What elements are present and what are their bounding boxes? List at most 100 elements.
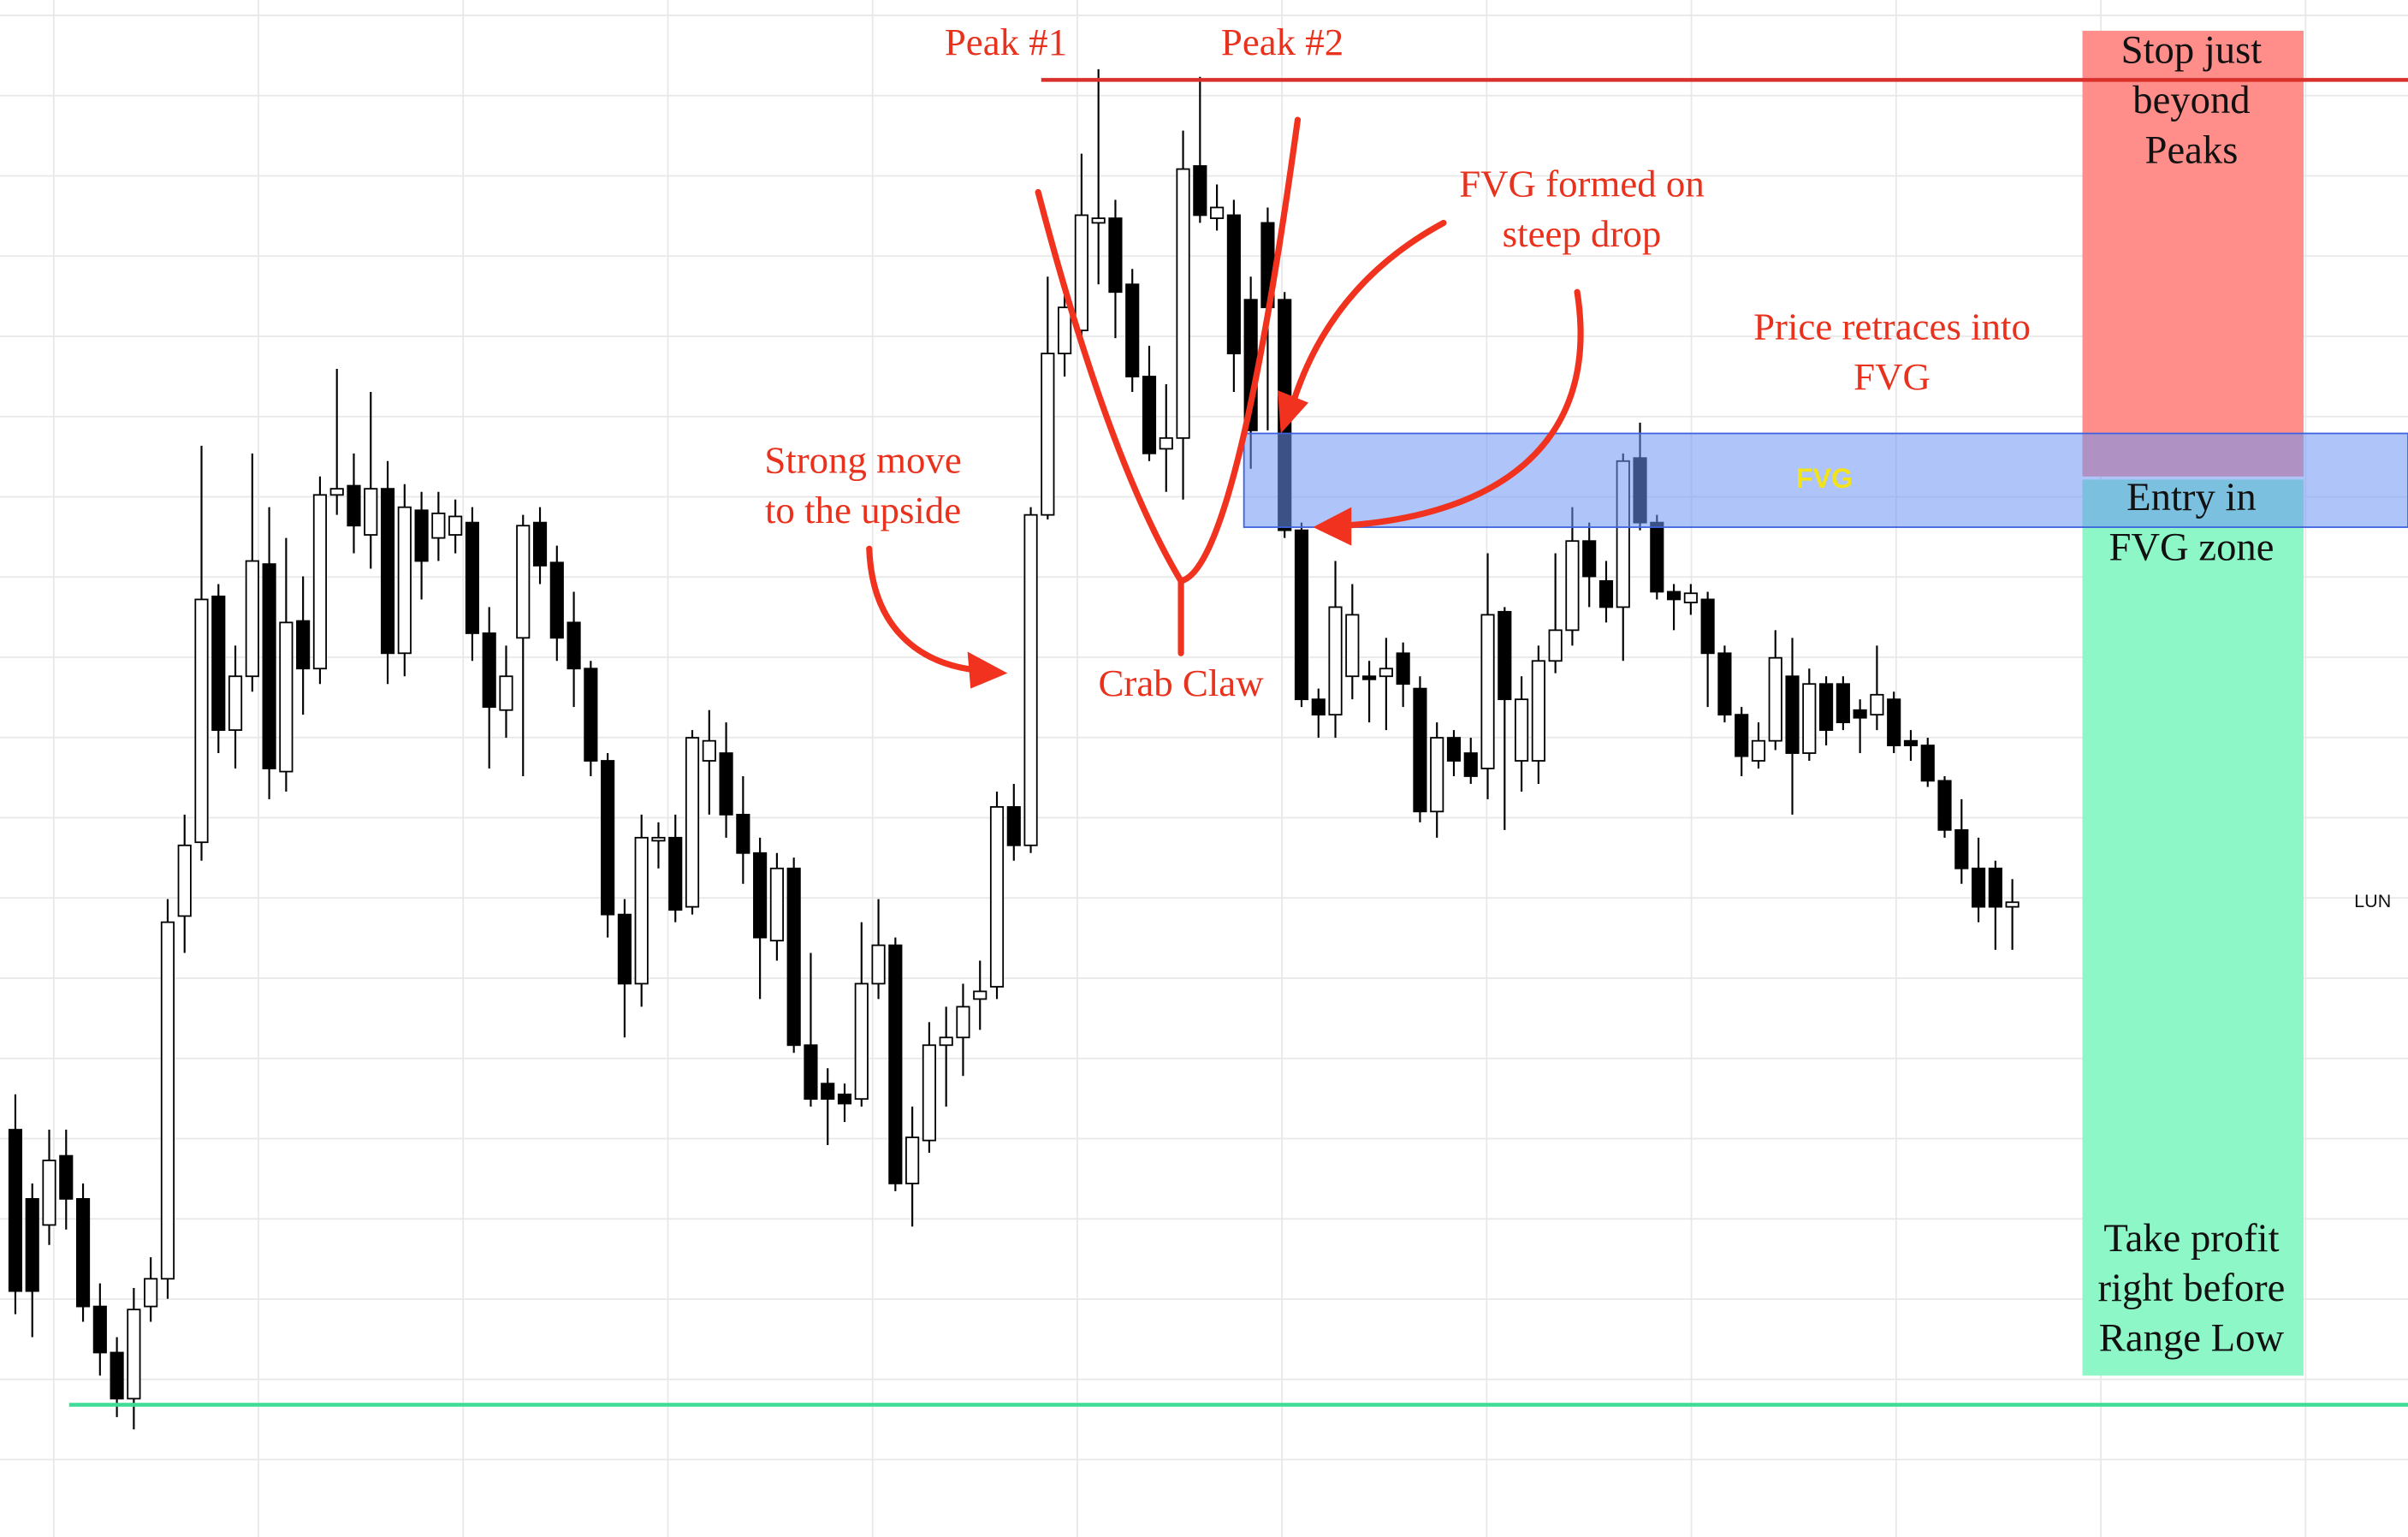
box-text: beyond [2132, 78, 2250, 122]
candle-body [279, 621, 294, 773]
candle-body [973, 990, 988, 1000]
candle-body [482, 632, 496, 709]
candle-body [549, 561, 564, 639]
candle-body [668, 836, 683, 911]
candle-body [1667, 590, 1681, 601]
annotation: Price retraces into [1753, 305, 2031, 347]
candles [8, 68, 2020, 1430]
candle-body [1294, 529, 1309, 701]
candle-body [1498, 610, 1512, 701]
candle-body [1210, 206, 1225, 219]
candle-body [1362, 675, 1377, 680]
candle-body [584, 668, 598, 762]
candle-body [1700, 598, 1715, 655]
candle-body [1802, 683, 1817, 754]
drawings [866, 116, 1584, 674]
arrow [1290, 219, 1447, 407]
candle-body [1683, 592, 1698, 603]
candle-body [736, 813, 750, 854]
candle-body [837, 1093, 852, 1105]
candle-body [1751, 739, 1766, 762]
candle-body [1091, 217, 1106, 224]
candle-body [228, 675, 243, 731]
candle-body [397, 506, 412, 655]
candle-body [1193, 165, 1207, 217]
candle-body [1379, 668, 1393, 678]
candle-body [956, 1006, 970, 1039]
candle-body [1515, 698, 1529, 762]
annotation: Strong move [764, 439, 962, 482]
candle-body [1971, 867, 1986, 908]
candle-body [499, 675, 513, 711]
box-text: Range Low [2099, 1316, 2285, 1361]
arrowheads [967, 390, 1352, 689]
candle-body [651, 836, 666, 842]
candle-body [1159, 436, 1173, 450]
candle-body [888, 944, 903, 1184]
arrow [866, 545, 980, 674]
candle-body [1954, 828, 1969, 869]
box-text: Entry in [2126, 475, 2257, 519]
candle-body [1430, 737, 1444, 813]
candle-body [1480, 614, 1495, 769]
candle-body [1768, 656, 1782, 742]
candle-body [634, 836, 649, 985]
candle-body [1531, 660, 1545, 762]
zone [2082, 479, 2304, 1376]
candle-body [1836, 683, 1850, 724]
candle-body [804, 1044, 818, 1101]
annotation: to the upside [765, 489, 961, 531]
candle-body [296, 620, 311, 670]
candle-body [685, 737, 700, 908]
candle-body [347, 484, 361, 527]
candle-body [1903, 739, 1919, 746]
candle-body [1108, 217, 1123, 294]
candle-body [1937, 780, 1952, 831]
candle-body [1565, 540, 1580, 632]
candle-body [922, 1044, 936, 1142]
candle-body [75, 1197, 91, 1308]
candle-body [110, 1351, 124, 1400]
candle-body [194, 598, 209, 844]
annotation: Peak #2 [1221, 21, 1343, 63]
texts: FVG Peak #1 Peak #2 FVG formed on steep drop… [764, 21, 2391, 1360]
candle-body [414, 509, 429, 562]
candle-body [532, 521, 548, 567]
candle-body [1176, 168, 1190, 439]
candle-body [1870, 693, 1884, 716]
candle-body [939, 1036, 953, 1047]
candle-body [1074, 214, 1088, 332]
candle-body [601, 760, 615, 916]
candle-body [329, 488, 344, 496]
candle-body [786, 867, 801, 1047]
candle-body [753, 852, 768, 939]
candle-body [1735, 714, 1749, 757]
candle-body [1819, 683, 1834, 731]
candle-body [92, 1305, 107, 1354]
candle-body [1785, 675, 1800, 754]
candle-body [380, 488, 395, 655]
candle-body [1598, 579, 1614, 608]
candle-body [2005, 901, 2020, 908]
candle-body [245, 560, 259, 678]
candle-body [1006, 806, 1021, 846]
candle-body [262, 563, 276, 769]
arrowhead [1278, 390, 1309, 434]
candle-body [160, 921, 175, 1280]
candle-body [1853, 709, 1867, 719]
annotation: FVG [1853, 355, 1931, 398]
annotation: Peak #1 [945, 21, 1067, 63]
candle-body [8, 1129, 23, 1292]
candle-body [1548, 629, 1563, 662]
candle-body [1413, 687, 1427, 813]
zones [2082, 30, 2304, 1376]
candle-body [1142, 376, 1157, 454]
candle-body [177, 844, 192, 917]
candle-body [59, 1154, 74, 1200]
annotation: FVG formed on [1459, 162, 1705, 205]
arrowhead [967, 651, 1008, 689]
candle-body [516, 525, 531, 639]
